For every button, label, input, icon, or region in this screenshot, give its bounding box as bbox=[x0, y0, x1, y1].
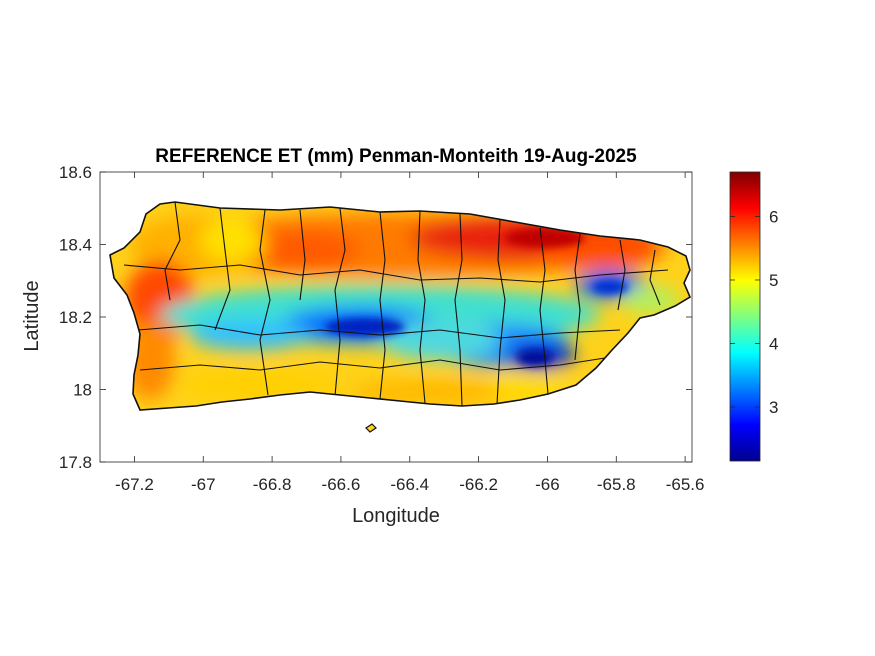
y-tick-label: 18.2 bbox=[59, 308, 92, 327]
x-tick-label: -65.6 bbox=[666, 475, 705, 494]
colorbar bbox=[729, 171, 761, 462]
y-tick-label: 17.8 bbox=[59, 453, 92, 472]
caja-de-muertos-islet bbox=[365, 423, 377, 433]
colorbar-tick-label: 6 bbox=[769, 207, 778, 226]
x-tick-label: -66.6 bbox=[322, 475, 361, 494]
y-axis-label: Latitude bbox=[21, 280, 43, 351]
colorbar-ticks: 3 4 5 6 bbox=[730, 207, 778, 417]
y-tick-label: 18 bbox=[73, 381, 92, 400]
colorbar-tick-label: 3 bbox=[769, 398, 778, 417]
x-tick-label: -67 bbox=[191, 475, 216, 494]
et-heatmap bbox=[110, 202, 690, 410]
colorbar-tick-label: 5 bbox=[769, 271, 778, 290]
colorbar-tick-label: 4 bbox=[769, 334, 778, 353]
x-tick-label: -66.2 bbox=[459, 475, 498, 494]
x-tick-label: -66 bbox=[535, 475, 560, 494]
x-tick-label: -66.8 bbox=[253, 475, 292, 494]
x-tick-label: -67.2 bbox=[115, 475, 154, 494]
municipal-boundaries bbox=[123, 202, 669, 407]
chart-title: REFERENCE ET (mm) Penman-Monteith 19-Aug… bbox=[155, 146, 637, 167]
y-axis-ticks: 17.8 18 18.2 18.4 18.6 bbox=[59, 163, 692, 472]
y-tick-label: 18.4 bbox=[59, 236, 92, 255]
y-tick-label: 18.6 bbox=[59, 163, 92, 182]
x-axis-label: Longitude bbox=[352, 505, 440, 527]
x-axis-ticks: -67.2 -67 -66.8 -66.6 -66.4 -66.2 -66 -65.8 -65.… bbox=[115, 172, 704, 494]
x-tick-label: -65.8 bbox=[597, 475, 636, 494]
x-tick-label: -66.4 bbox=[390, 475, 429, 494]
